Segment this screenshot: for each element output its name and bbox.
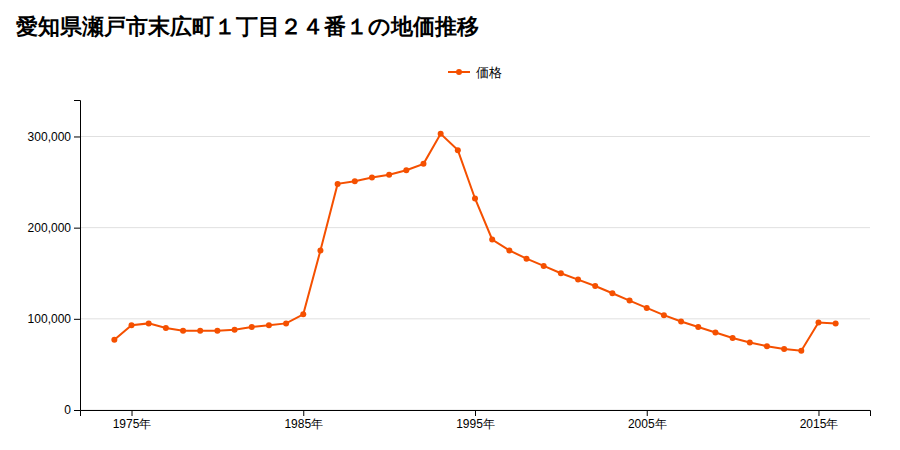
data bbox=[111, 131, 838, 354]
tick-label: 2015年 bbox=[800, 417, 839, 431]
tick-mark bbox=[647, 410, 648, 416]
point bbox=[661, 312, 667, 318]
tick: 2005年 bbox=[628, 410, 667, 431]
tick: 1975年 bbox=[113, 410, 152, 431]
chart: 愛知県瀬戸市末広町１丁目２４番１の地価推移 1975年 1985年 1995年 2005… bbox=[0, 0, 900, 450]
legend-item: 価格 bbox=[448, 65, 502, 80]
tick-label: 2005年 bbox=[628, 417, 667, 431]
legend-marker bbox=[456, 69, 462, 75]
point bbox=[747, 340, 753, 346]
point bbox=[833, 320, 839, 326]
tick: 0 bbox=[64, 403, 80, 417]
grid bbox=[80, 136, 870, 410]
point bbox=[781, 346, 787, 352]
axis-line bbox=[74, 101, 81, 411]
axis-line bbox=[81, 411, 871, 417]
tick-label: 0 bbox=[64, 403, 71, 417]
line bbox=[114, 134, 835, 351]
tick-mark bbox=[132, 410, 133, 416]
point bbox=[283, 320, 289, 326]
point bbox=[232, 327, 238, 333]
legend: 価格 bbox=[448, 65, 502, 80]
point bbox=[300, 311, 306, 317]
point bbox=[592, 283, 598, 289]
tick: 2015年 bbox=[800, 410, 839, 431]
tick-mark bbox=[74, 228, 80, 229]
legend-label: 価格 bbox=[476, 65, 502, 80]
point bbox=[712, 330, 718, 336]
tick-mark bbox=[303, 410, 304, 416]
point bbox=[541, 263, 547, 269]
point bbox=[214, 328, 220, 334]
point bbox=[249, 324, 255, 330]
point bbox=[352, 178, 358, 184]
tick-label: 1985年 bbox=[284, 417, 323, 431]
point bbox=[695, 324, 701, 330]
point bbox=[472, 195, 478, 201]
tick-mark bbox=[74, 319, 80, 320]
point bbox=[146, 320, 152, 326]
tick-label: 100,000 bbox=[28, 312, 72, 326]
point bbox=[266, 322, 272, 328]
point bbox=[335, 181, 341, 187]
point bbox=[438, 131, 444, 137]
tick-label: 200,000 bbox=[28, 221, 72, 235]
title: 愛知県瀬戸市末広町１丁目２４番１の地価推移 bbox=[16, 14, 479, 39]
tick: 1995年 bbox=[456, 410, 495, 431]
point bbox=[111, 337, 117, 343]
point bbox=[764, 343, 770, 349]
point bbox=[420, 161, 426, 167]
point bbox=[644, 305, 650, 311]
tick-mark bbox=[818, 410, 819, 416]
point bbox=[815, 319, 821, 325]
tick: 100,000 bbox=[28, 312, 80, 326]
tick: 300,000 bbox=[28, 130, 80, 144]
point bbox=[163, 325, 169, 331]
point bbox=[558, 270, 564, 276]
tick: 1985年 bbox=[284, 410, 323, 431]
point bbox=[678, 319, 684, 325]
point bbox=[197, 328, 203, 334]
point bbox=[369, 175, 375, 181]
tick-label: 300,000 bbox=[28, 130, 72, 144]
grid-line bbox=[80, 318, 870, 319]
y-axis: 0 100,000 200,000 300,000 bbox=[28, 101, 81, 418]
point bbox=[575, 277, 581, 283]
point bbox=[129, 322, 135, 328]
point bbox=[180, 328, 186, 334]
tick-mark bbox=[74, 410, 80, 411]
point bbox=[506, 247, 512, 253]
point bbox=[489, 237, 495, 243]
x-axis: 1975年 1985年 1995年 2005年 2015年 bbox=[81, 410, 871, 431]
point bbox=[609, 290, 615, 296]
tick-mark bbox=[475, 410, 476, 416]
point bbox=[798, 348, 804, 354]
point bbox=[730, 335, 736, 341]
point bbox=[386, 172, 392, 178]
grid-line bbox=[80, 227, 870, 228]
point bbox=[403, 167, 409, 173]
plot: 1975年 1985年 1995年 2005年 2015年 0 100,000 200,000… bbox=[28, 101, 871, 431]
point bbox=[317, 247, 323, 253]
point bbox=[455, 147, 461, 153]
tick-label: 1975年 bbox=[113, 417, 152, 431]
tick: 200,000 bbox=[28, 221, 80, 235]
point bbox=[524, 256, 530, 262]
tick-label: 1995年 bbox=[456, 417, 495, 431]
tick-mark bbox=[74, 136, 80, 137]
grid-line bbox=[80, 136, 870, 137]
point bbox=[627, 298, 633, 304]
